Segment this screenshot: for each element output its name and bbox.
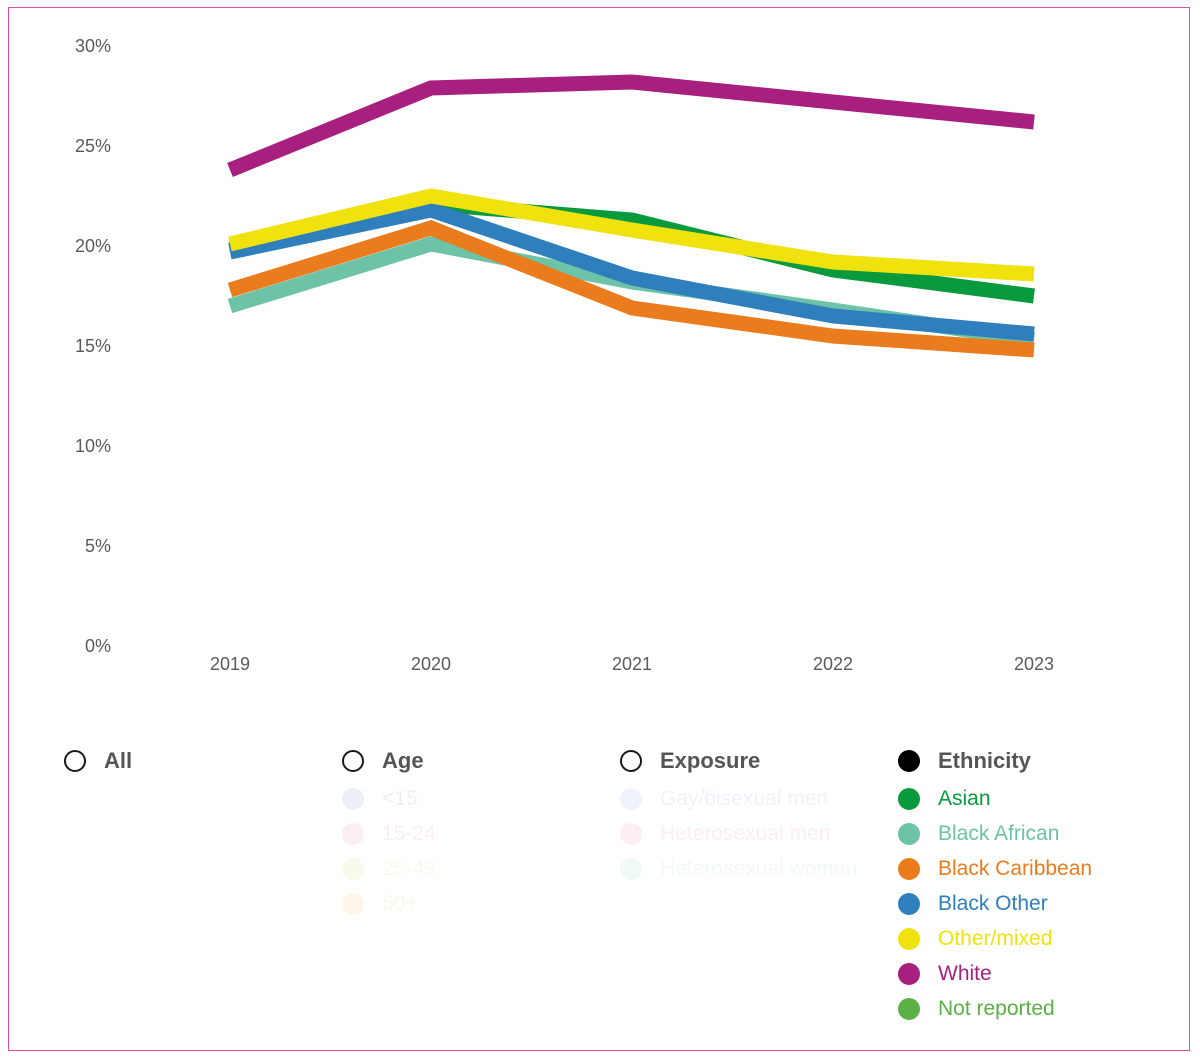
x-axis: 2019 2020 2021 2022 2023	[210, 654, 1054, 674]
legend-dot-icon	[620, 823, 642, 845]
legend-item[interactable]: Heterosexual women	[620, 855, 870, 883]
legend-all-label: All	[104, 748, 133, 773]
legend-item[interactable]: White	[898, 960, 1178, 988]
legend-ethnicity-toggle[interactable]: Ethnicity	[898, 744, 1178, 778]
x-tick-label: 2023	[1014, 654, 1054, 674]
x-tick-label: 2022	[813, 654, 853, 674]
y-tick-label: 5%	[85, 536, 111, 556]
legend-dot-icon	[898, 858, 920, 880]
legend-item[interactable]: Black African	[898, 820, 1178, 848]
legend-item[interactable]: Not reported	[898, 995, 1178, 1023]
legend-all[interactable]: All	[64, 744, 132, 778]
legend-item-label: Not reported	[938, 997, 1055, 1020]
legend-dot-icon	[898, 963, 920, 985]
x-tick-label: 2021	[612, 654, 652, 674]
legend-item-label: Black Caribbean	[938, 857, 1093, 880]
y-tick-label: 10%	[75, 436, 111, 456]
legend-dot-icon	[620, 858, 642, 880]
radio-icon[interactable]	[342, 750, 364, 772]
y-axis: 0% 5% 10% 15% 20% 25% 30%	[75, 36, 111, 656]
legend-item-label: Other/mixed	[938, 927, 1053, 950]
legend-dot-icon	[342, 823, 364, 845]
legend-dot-icon	[898, 928, 920, 950]
series-line-black-caribbean	[227, 220, 1035, 358]
legend-item[interactable]: Other/mixed	[898, 925, 1178, 953]
y-tick-label: 30%	[75, 36, 111, 56]
legend-item[interactable]: <15	[342, 785, 592, 813]
legend-item[interactable]: Heterosexual men	[620, 820, 870, 848]
legend-exposure[interactable]: Exposure Gay/bisexual men Heterosexual me…	[620, 744, 870, 883]
radio-icon[interactable]	[64, 750, 86, 772]
legend-age-heading: Age	[382, 748, 424, 773]
legend-exposure-heading: Exposure	[660, 748, 761, 773]
legend-dot-icon	[342, 858, 364, 880]
legend-item-label: Heterosexual men	[660, 822, 831, 845]
series-lines	[227, 74, 1036, 358]
legend-item[interactable]: Black Caribbean	[898, 855, 1178, 883]
legend-item-label: Black African	[938, 822, 1060, 845]
legend-item-label: <15	[382, 787, 418, 810]
legend-item[interactable]: 50+	[342, 890, 592, 918]
legend-ethnicity[interactable]: Ethnicity Asian Black African Black Caribb…	[898, 744, 1178, 1023]
legend-dot-icon	[898, 998, 920, 1020]
series-line-black-other	[228, 202, 1035, 342]
legend-ethnicity-heading: Ethnicity	[938, 748, 1031, 773]
series-line-other-mixed	[228, 188, 1035, 282]
legend-age[interactable]: Age <15 15-24 25-49 50+	[342, 744, 592, 918]
legend-exposure-toggle[interactable]: Exposure	[620, 744, 870, 778]
legend-dot-icon	[620, 788, 642, 810]
legend-item[interactable]: 15-24	[342, 820, 592, 848]
legend-item-label: Heterosexual women	[660, 857, 858, 880]
legend-item-label: 15-24	[382, 822, 436, 845]
legend-dot-icon	[898, 893, 920, 915]
legend-dot-icon	[342, 788, 364, 810]
radio-selected-icon[interactable]	[898, 750, 920, 772]
legend-item-label: Gay/bisexual men	[660, 787, 829, 810]
x-tick-label: 2019	[210, 654, 250, 674]
legend-item[interactable]: Black Other	[898, 890, 1178, 918]
legend-item[interactable]: Gay/bisexual men	[620, 785, 870, 813]
series-line-white	[227, 74, 1035, 177]
legend-dot-icon	[898, 788, 920, 810]
legend-item-label: 50+	[382, 892, 418, 915]
legend-item-label: White	[938, 962, 992, 985]
legend-item[interactable]: 25-49	[342, 855, 592, 883]
legend-item-label: 25-49	[382, 857, 436, 880]
y-tick-label: 20%	[75, 236, 111, 256]
legend-age-toggle[interactable]: Age	[342, 744, 592, 778]
legend-item-label: Asian	[938, 787, 991, 810]
radio-icon[interactable]	[620, 750, 642, 772]
legend-item[interactable]: Asian	[898, 785, 1178, 813]
line-chart: 0% 5% 10% 15% 20% 25% 30% 2019 2020 2021 2022 2023	[75, 36, 1054, 674]
y-tick-label: 0%	[85, 636, 111, 656]
y-tick-label: 15%	[75, 336, 111, 356]
y-tick-label: 25%	[75, 136, 111, 156]
legend-item-label: Black Other	[938, 892, 1048, 915]
legend-dot-icon	[342, 893, 364, 915]
legend-dot-icon	[898, 823, 920, 845]
legend-all-toggle[interactable]: All	[64, 744, 132, 778]
chart-frame	[8, 7, 1190, 1051]
x-tick-label: 2020	[411, 654, 451, 674]
